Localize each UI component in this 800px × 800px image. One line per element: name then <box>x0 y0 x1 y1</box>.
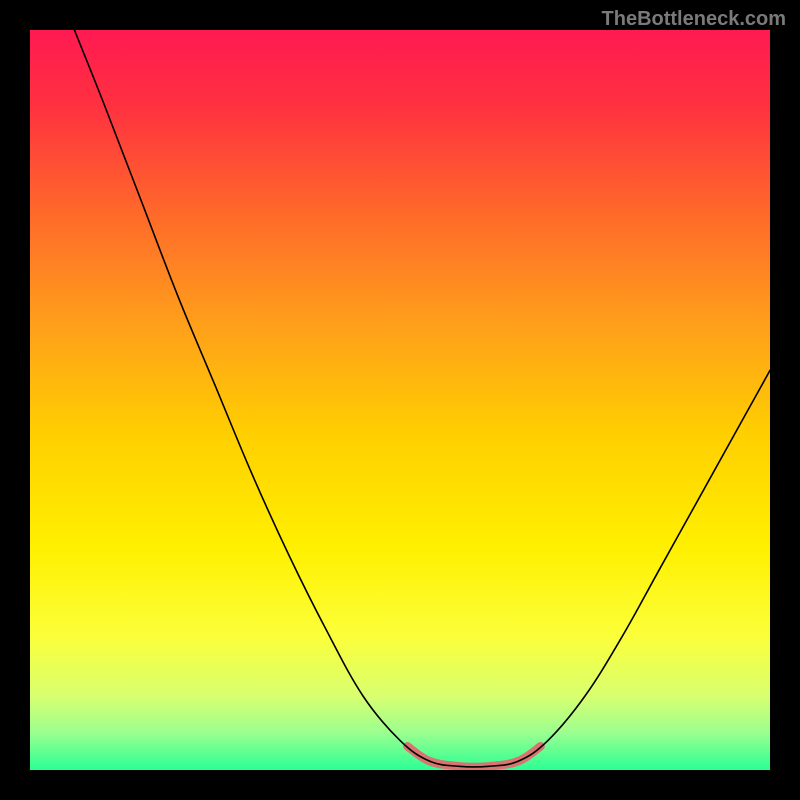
watermark-text: TheBottleneck.com <box>602 8 786 31</box>
chart-svg <box>30 30 770 770</box>
bottleneck-chart <box>30 30 770 770</box>
